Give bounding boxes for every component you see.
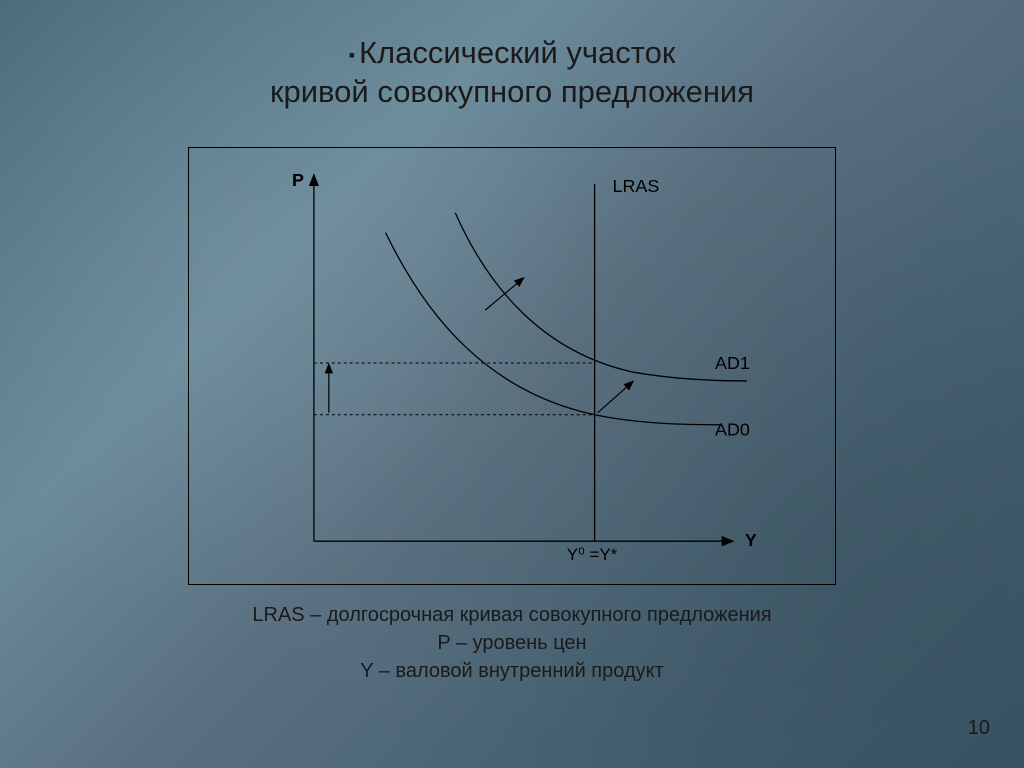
lras-label: LRAS [613, 176, 660, 196]
ad1-label: AD1 [715, 353, 750, 373]
chart-frame: P Y LRAS AD1 AD0 Y⁰ =Y* [188, 147, 836, 585]
title-line1: Классический участок [359, 35, 675, 70]
title-bullet: ▪ [349, 45, 355, 65]
slide-title: ▪Классический участок кривой совокупного… [0, 34, 1024, 112]
legend-line-1: LRAS – долгосрочная кривая совокупного п… [0, 601, 1024, 629]
legend-line-3: Y – валовой внутренний продукт [0, 657, 1024, 685]
title-line2: кривой совокупного предложения [0, 73, 1024, 112]
y-tick-label: Y⁰ =Y* [567, 545, 618, 564]
ad1-curve [455, 213, 747, 381]
page-number: 10 [968, 717, 990, 740]
p-axis-label: P [292, 170, 304, 190]
ad0-label: AD0 [715, 420, 750, 440]
y-axis-label: Y [745, 530, 757, 550]
shift-arrow-upper [485, 278, 523, 310]
shift-arrow-lower [598, 382, 633, 413]
aggregate-supply-chart: P Y LRAS AD1 AD0 Y⁰ =Y* [189, 148, 835, 584]
ad0-curve [386, 233, 722, 425]
legend-line-2: P – уровень цен [0, 629, 1024, 657]
legend-block: LRAS – долгосрочная кривая совокупного п… [0, 601, 1024, 685]
